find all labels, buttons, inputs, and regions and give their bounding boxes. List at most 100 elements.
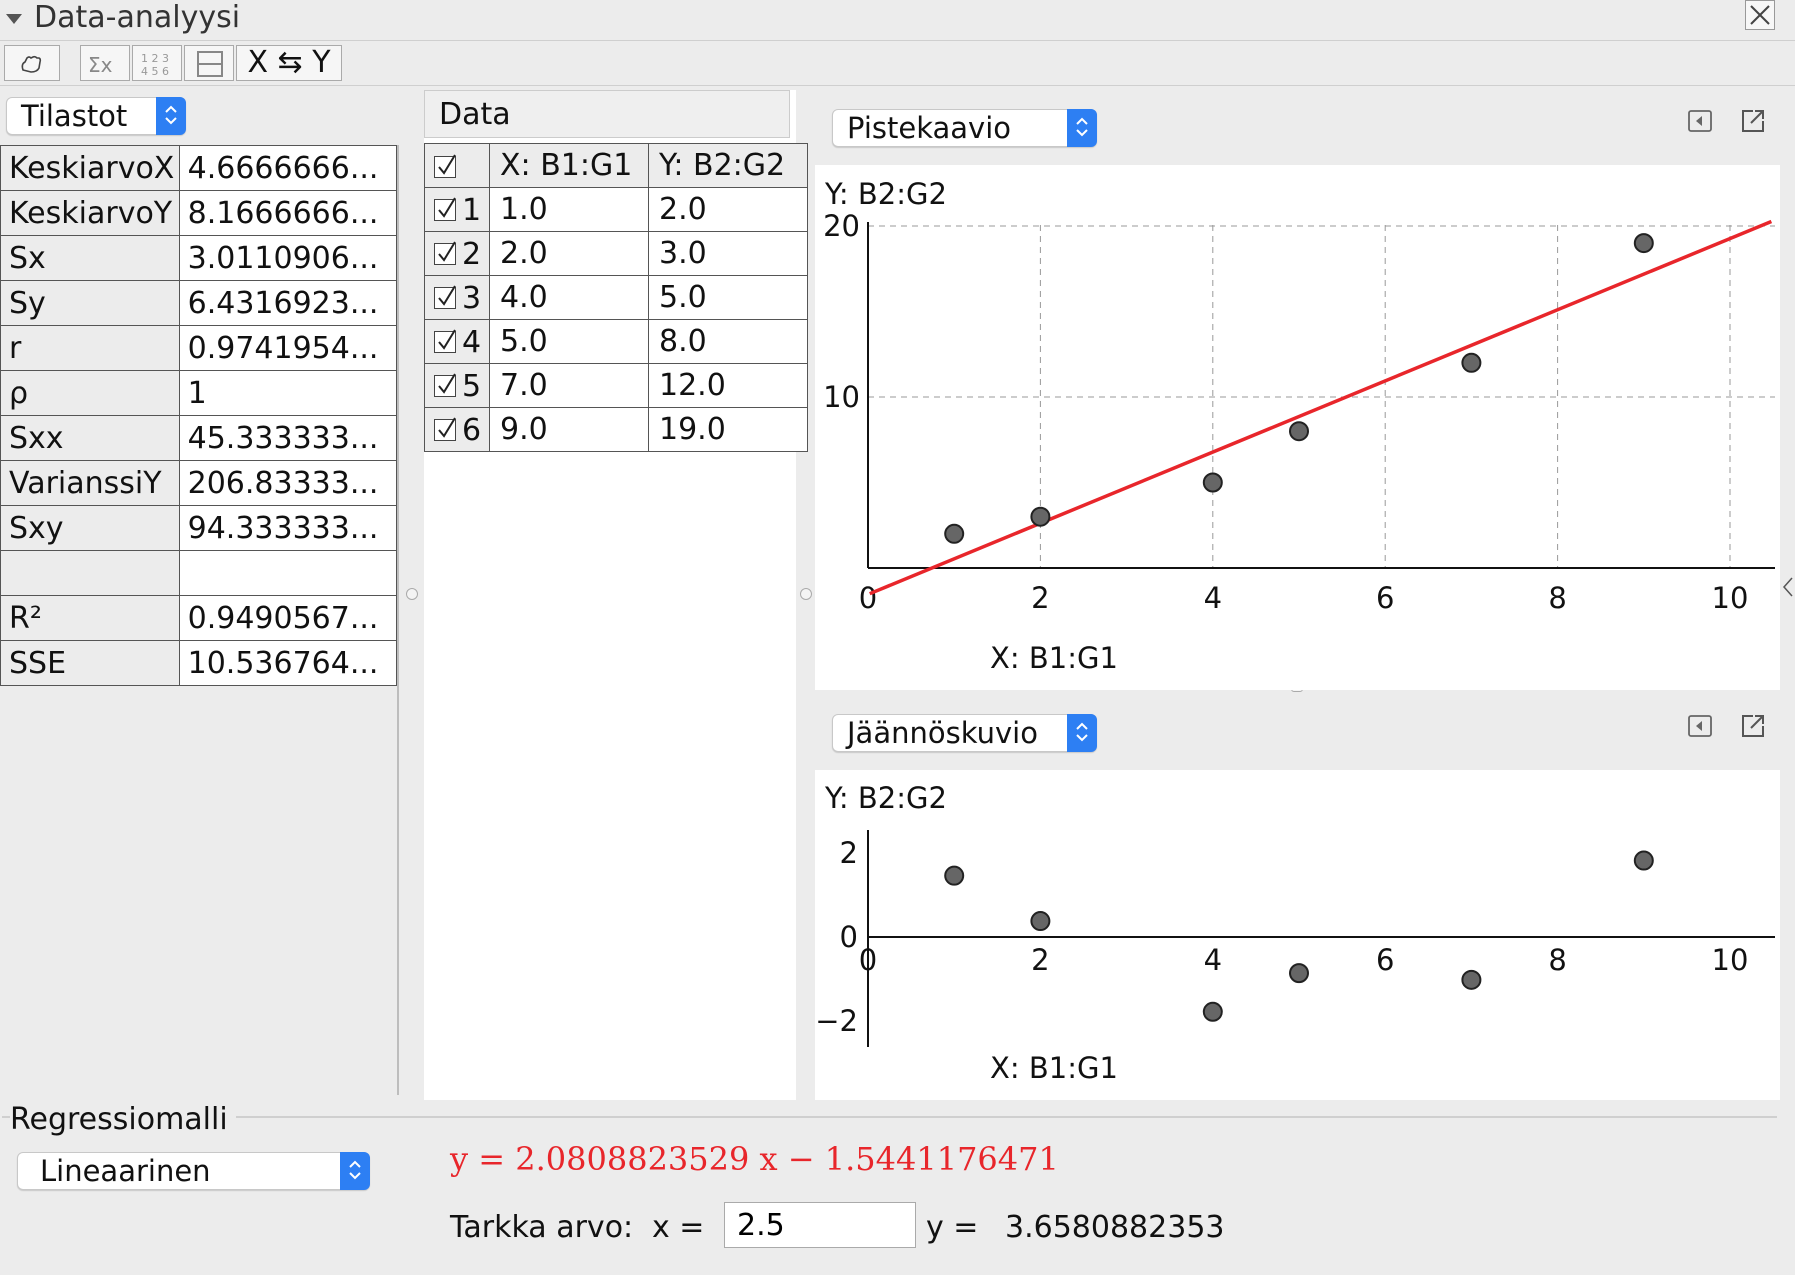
select-all-checkbox[interactable] (434, 153, 456, 178)
stats-row: KeskiarvoX 4.6666666... (0, 145, 398, 191)
select-all-cell[interactable] (424, 143, 490, 188)
x-cell[interactable]: 9.0 (489, 407, 649, 452)
x-cell[interactable]: 2.0 (489, 231, 649, 276)
data-row: 1 1.0 2.0 (424, 187, 808, 232)
x-tick-label: 4 (1204, 943, 1222, 977)
row-select-cell[interactable]: 3 (424, 275, 490, 320)
plot-type-dropdown[interactable]: Pistekaavio (832, 109, 1097, 147)
layout-button[interactable] (184, 45, 234, 81)
stats-value-cell[interactable]: 1 (178, 370, 398, 416)
stats-value-cell[interactable]: 0.9741954... (178, 325, 398, 371)
x-tick-label: 0 (859, 943, 877, 977)
sigma-icon: Σx (88, 53, 113, 77)
data-point (1030, 506, 1051, 527)
row-checkbox[interactable] (434, 285, 456, 309)
stats-dropdown[interactable]: Tilastot (6, 97, 186, 135)
regression-model-dropdown[interactable]: Lineaarinen (17, 1152, 370, 1190)
row-checkbox[interactable] (434, 417, 456, 441)
row-checkbox[interactable] (434, 373, 456, 397)
stats-value-cell[interactable] (178, 550, 398, 596)
row-number: 2 (462, 236, 482, 272)
scatter-plot[interactable]: 0 2 4 6 8 10 10 20Y: B2:G2 X: B1:G1 (815, 165, 1780, 690)
y-axis-label: Y: B2:G2 (824, 781, 947, 815)
stats-value-cell[interactable]: 4.6666666... (178, 145, 398, 191)
collapse-arrow-icon[interactable] (1782, 575, 1794, 599)
stats-value-cell[interactable]: 6.4316923... (178, 280, 398, 326)
row-checkbox[interactable] (434, 241, 456, 265)
splitter-handle-left[interactable] (406, 588, 418, 600)
regression-model-label: Lineaarinen (40, 1154, 211, 1188)
x-cell[interactable]: 1.0 (489, 187, 649, 232)
y-tick-label: 0 (840, 920, 858, 954)
x-cell[interactable]: 7.0 (489, 363, 649, 408)
data-point (1461, 352, 1482, 373)
export-icon[interactable] (1739, 107, 1765, 133)
y-cell[interactable]: 12.0 (648, 363, 808, 408)
y-cell[interactable]: 8.0 (648, 319, 808, 364)
residual-point (1030, 911, 1051, 932)
regression-formula: y = 2.0808823529 x − 1.5441176471 (450, 1140, 1059, 1178)
export-icon[interactable] (1739, 712, 1765, 738)
x-value-input[interactable] (724, 1202, 916, 1248)
data-row: 6 9.0 19.0 (424, 407, 808, 452)
y-axis-label: Y: B2:G2 (824, 177, 947, 211)
x-cell[interactable]: 4.0 (489, 275, 649, 320)
data-point (944, 523, 965, 544)
row-checkbox[interactable] (434, 197, 456, 221)
svg-text:1 2 3: 1 2 3 (141, 52, 169, 65)
row-select-cell[interactable]: 5 (424, 363, 490, 408)
row-select-cell[interactable]: 2 (424, 231, 490, 276)
column-header-x[interactable]: X: B1:G1 (489, 143, 649, 188)
y-cell[interactable]: 3.0 (648, 231, 808, 276)
stats-value-cell[interactable]: 94.333333... (178, 505, 398, 551)
stats-row: VarianssiY 206.83333... (0, 460, 398, 506)
x-axis-label: X: B1:G1 (990, 641, 1118, 675)
toolbar: Σx 1 2 3 4 5 6 X ⇆ Y (0, 40, 1795, 86)
row-select-cell[interactable]: 6 (424, 407, 490, 452)
collapse-triangle-icon[interactable] (6, 14, 22, 24)
stats-row: R² 0.9490567... (0, 595, 398, 641)
stats-name-cell: SSE (0, 640, 180, 686)
y-cell[interactable]: 19.0 (648, 407, 808, 452)
move-tool-button[interactable] (4, 45, 60, 81)
x-tick-label: 10 (1712, 581, 1749, 615)
x-cell[interactable]: 5.0 (489, 319, 649, 364)
y-cell[interactable]: 5.0 (648, 275, 808, 320)
statistics-button[interactable]: Σx (80, 45, 130, 81)
data-table-button[interactable]: 1 2 3 4 5 6 (132, 45, 182, 81)
y-tick-label: 2 (840, 836, 858, 870)
data-panel-title: Data (439, 97, 511, 132)
y-tick-label: 20 (823, 209, 860, 243)
stats-value-cell[interactable]: 45.333333... (178, 415, 398, 461)
y-cell[interactable]: 2.0 (648, 187, 808, 232)
row-number: 6 (462, 412, 482, 448)
options-toggle-icon[interactable] (1687, 109, 1713, 135)
residual-point (1461, 969, 1482, 990)
options-toggle-icon[interactable] (1687, 714, 1713, 740)
x-tick-label: 0 (859, 581, 877, 615)
regression-title: Regressiomalli (10, 1102, 236, 1137)
row-select-cell[interactable]: 1 (424, 187, 490, 232)
stats-value-cell[interactable]: 0.9490567... (178, 595, 398, 641)
row-number: 4 (462, 324, 482, 360)
stats-value-cell[interactable]: 8.1666666... (178, 190, 398, 236)
row-checkbox[interactable] (434, 329, 456, 353)
row-select-cell[interactable]: 4 (424, 319, 490, 364)
row-number: 5 (462, 368, 482, 404)
residual-point (1289, 963, 1309, 984)
column-header-y[interactable]: Y: B2:G2 (648, 143, 808, 188)
close-button[interactable] (1745, 0, 1775, 30)
residual-plot-dropdown[interactable]: Jäännöskuvio (832, 714, 1097, 752)
split-layout-icon (197, 51, 223, 77)
stats-value-cell[interactable]: 206.83333... (178, 460, 398, 506)
splitter-handle-middle[interactable] (800, 588, 812, 600)
swap-xy-button[interactable]: X ⇆ Y (236, 45, 342, 81)
stats-name-cell: VarianssiY (0, 460, 180, 506)
data-row: 3 4.0 5.0 (424, 275, 808, 320)
stats-value-cell[interactable]: 3.0110906... (178, 235, 398, 281)
stats-row (0, 550, 398, 596)
stats-name-cell: r (0, 325, 180, 371)
stats-value-cell[interactable]: 10.536764... (178, 640, 398, 686)
data-point (1633, 233, 1654, 254)
